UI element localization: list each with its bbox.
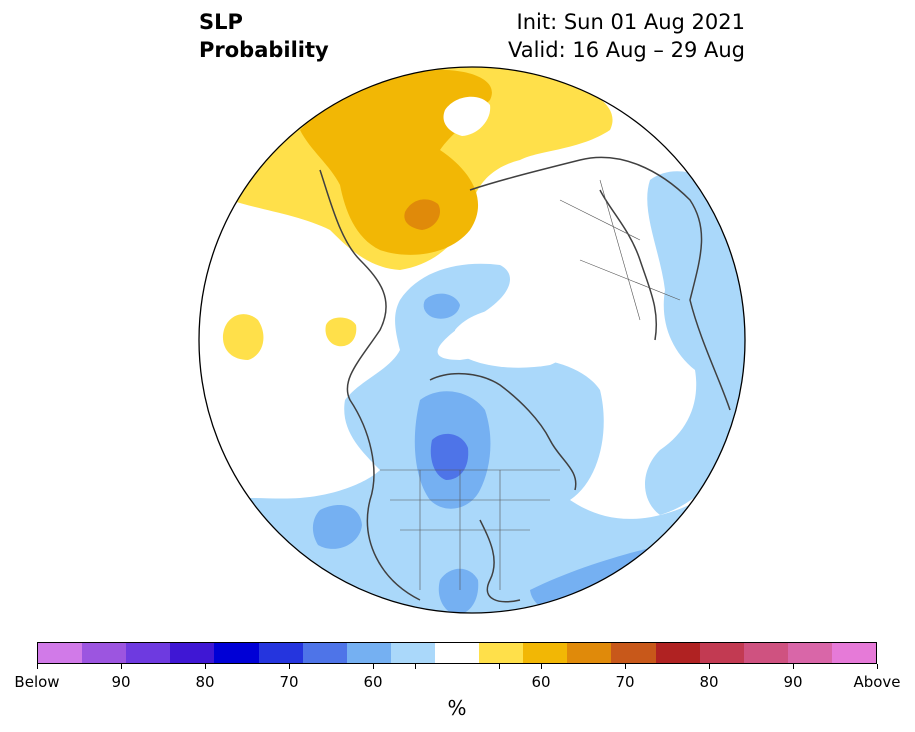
colorbar-segment bbox=[655, 643, 700, 663]
colorbar-unit: % bbox=[447, 696, 467, 720]
colorbar-segment bbox=[831, 643, 877, 663]
colorbar-tick-label: 70 bbox=[615, 673, 635, 691]
init-date: Init: Sun 01 Aug 2021 bbox=[516, 10, 745, 34]
colorbar-segment bbox=[170, 643, 215, 663]
map-boundary bbox=[198, 66, 746, 614]
colorbar-segment bbox=[346, 643, 391, 663]
above-60-blob-greenland bbox=[325, 317, 357, 347]
colorbar-tick-label: 80 bbox=[699, 673, 719, 691]
title-field: Probability bbox=[199, 38, 329, 62]
above-80-region bbox=[404, 199, 441, 230]
above-60-blob-atlantic bbox=[222, 314, 264, 360]
colorbar-tick bbox=[541, 664, 542, 669]
colorbar-tick bbox=[625, 664, 626, 669]
colorbar bbox=[37, 642, 877, 664]
chart-title-left: SLP Probability bbox=[199, 8, 329, 64]
colorbar-segment bbox=[787, 643, 832, 663]
below-70-region-west bbox=[312, 505, 362, 549]
colorbar-segment bbox=[302, 643, 347, 663]
colorbar-segment bbox=[611, 643, 656, 663]
colorbar-tick bbox=[793, 664, 794, 669]
probability-field bbox=[199, 67, 745, 613]
chart-title-right: Init: Sun 01 Aug 2021 Valid: 16 Aug – 29… bbox=[508, 8, 745, 64]
colorbar-tick-label: 60 bbox=[363, 673, 383, 691]
colorbar-tick bbox=[709, 664, 710, 669]
colorbar-segment bbox=[390, 643, 435, 663]
valid-range: Valid: 16 Aug – 29 Aug bbox=[507, 38, 745, 62]
colorbar-tick bbox=[289, 664, 290, 669]
colorbar-segment bbox=[523, 643, 568, 663]
colorbar-segment bbox=[214, 643, 259, 663]
below-70-region-atlantic bbox=[530, 548, 650, 612]
colorbar-tick-label: Above bbox=[853, 673, 901, 691]
colorbar-tick-label: Below bbox=[14, 673, 60, 691]
near-normal-hole bbox=[443, 96, 491, 136]
colorbar-tick bbox=[121, 664, 122, 669]
title-variable: SLP bbox=[199, 10, 243, 34]
colorbar-tick bbox=[205, 664, 206, 669]
borders bbox=[380, 179, 681, 590]
below-70-region-gulf bbox=[438, 568, 479, 613]
colorbar-tick bbox=[415, 664, 416, 669]
colorbar-segment bbox=[434, 643, 480, 663]
colorbar-segment bbox=[38, 643, 83, 663]
colorbar-segment bbox=[82, 643, 127, 663]
below-70-region-arctic bbox=[423, 293, 460, 319]
colorbar-tick bbox=[373, 664, 374, 669]
colorbar-tick bbox=[37, 664, 38, 669]
below-60-region-asia bbox=[645, 171, 745, 515]
below-80-region bbox=[430, 433, 469, 480]
colorbar-segment bbox=[126, 643, 171, 663]
colorbar-tick bbox=[499, 664, 500, 669]
colorbar-segment bbox=[743, 643, 788, 663]
colorbar-tick-label: 90 bbox=[783, 673, 803, 691]
coastlines bbox=[319, 156, 731, 603]
colorbar-tick-label: 90 bbox=[111, 673, 131, 691]
colorbar-segment bbox=[479, 643, 524, 663]
colorbar-tick-label: 70 bbox=[279, 673, 299, 691]
colorbar-tick-label: 60 bbox=[531, 673, 551, 691]
colorbar-segment bbox=[699, 643, 744, 663]
colorbar-segment bbox=[567, 643, 612, 663]
colorbar-tick-label: 80 bbox=[195, 673, 215, 691]
polar-map bbox=[198, 66, 746, 614]
colorbar-tick bbox=[877, 664, 878, 669]
colorbar-segment bbox=[258, 643, 303, 663]
near-normal-hole-arctic bbox=[455, 306, 573, 368]
